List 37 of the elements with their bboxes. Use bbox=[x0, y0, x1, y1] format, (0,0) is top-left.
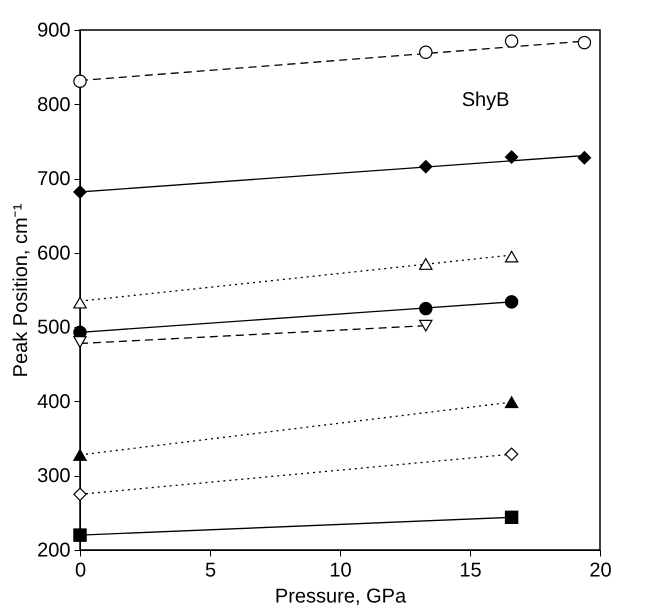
y-tick-label: 200 bbox=[37, 540, 70, 562]
point bbox=[419, 258, 433, 270]
y-tick-label: 800 bbox=[37, 94, 70, 116]
point bbox=[73, 74, 87, 88]
y-tick-label: 300 bbox=[37, 465, 70, 488]
point bbox=[73, 528, 87, 542]
point bbox=[419, 46, 433, 59]
y-tick-label: 600 bbox=[37, 242, 70, 264]
x-tick-label: 5 bbox=[204, 560, 216, 582]
point bbox=[73, 488, 87, 502]
x-tick-label: 10 bbox=[329, 560, 352, 582]
x-tick-label: 0 bbox=[74, 560, 86, 582]
point bbox=[504, 510, 518, 524]
point bbox=[419, 320, 433, 332]
point bbox=[504, 295, 518, 309]
x-tick-label: 20 bbox=[589, 560, 612, 582]
x-axis-title: Pressure, GPa bbox=[274, 586, 407, 608]
point bbox=[504, 447, 518, 461]
y-tick-label: 700 bbox=[37, 168, 70, 190]
point bbox=[73, 296, 87, 309]
point bbox=[73, 185, 87, 199]
y-tick-label: 900 bbox=[37, 20, 70, 42]
annotation: ShyB bbox=[462, 89, 510, 112]
point bbox=[578, 151, 592, 164]
point bbox=[73, 336, 87, 348]
y-axis-title: Peak Position, cm⁻¹ bbox=[10, 203, 32, 378]
point bbox=[504, 34, 518, 48]
point bbox=[419, 160, 433, 174]
y-tick-label: 400 bbox=[37, 390, 70, 413]
point bbox=[504, 250, 518, 262]
y-tick-label: 500 bbox=[37, 316, 70, 339]
point bbox=[504, 396, 518, 408]
x-tick-label: 15 bbox=[459, 560, 482, 582]
point bbox=[578, 36, 592, 50]
point bbox=[73, 449, 87, 461]
point bbox=[419, 302, 433, 316]
point bbox=[504, 150, 518, 164]
